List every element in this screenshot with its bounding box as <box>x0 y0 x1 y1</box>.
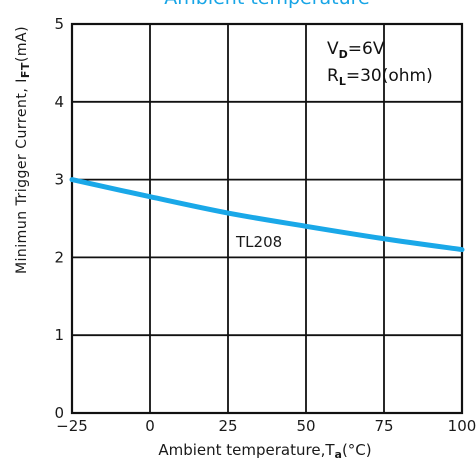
chart-title: Ambient temperature <box>164 0 370 9</box>
annotation-vd: VD=6V <box>327 39 385 61</box>
series-line-tl208 <box>69 177 465 253</box>
y-tick-label: 3 <box>54 171 64 189</box>
annotation-rl: RL=30(ohm) <box>327 66 433 88</box>
y-tick-label: 0 <box>54 404 64 422</box>
grid <box>72 24 462 413</box>
x-axis-label: Ambient temperature,Ta(°C) <box>158 441 371 461</box>
y-axis-label: Minimun Trigger Current, IFT(mA) <box>14 26 32 274</box>
y-tick-label: 4 <box>54 93 64 111</box>
y-tick-labels: 0 1 2 3 4 5 <box>54 15 64 422</box>
y-tick-label: 1 <box>54 326 64 344</box>
x-tick-label: 25 <box>218 417 237 435</box>
x-tick-label: 0 <box>145 417 155 435</box>
series-label-tl208: TL208 <box>235 233 282 251</box>
x-tick-labels: −25 0 25 50 75 100 <box>56 417 476 435</box>
x-tick-label: 75 <box>374 417 393 435</box>
y-tick-label: 2 <box>54 248 64 266</box>
y-tick-label: 5 <box>54 15 64 33</box>
plot-frame <box>70 22 464 415</box>
x-tick-label: −25 <box>56 417 88 435</box>
x-tick-label: 100 <box>448 417 476 435</box>
x-tick-label: 50 <box>296 417 315 435</box>
